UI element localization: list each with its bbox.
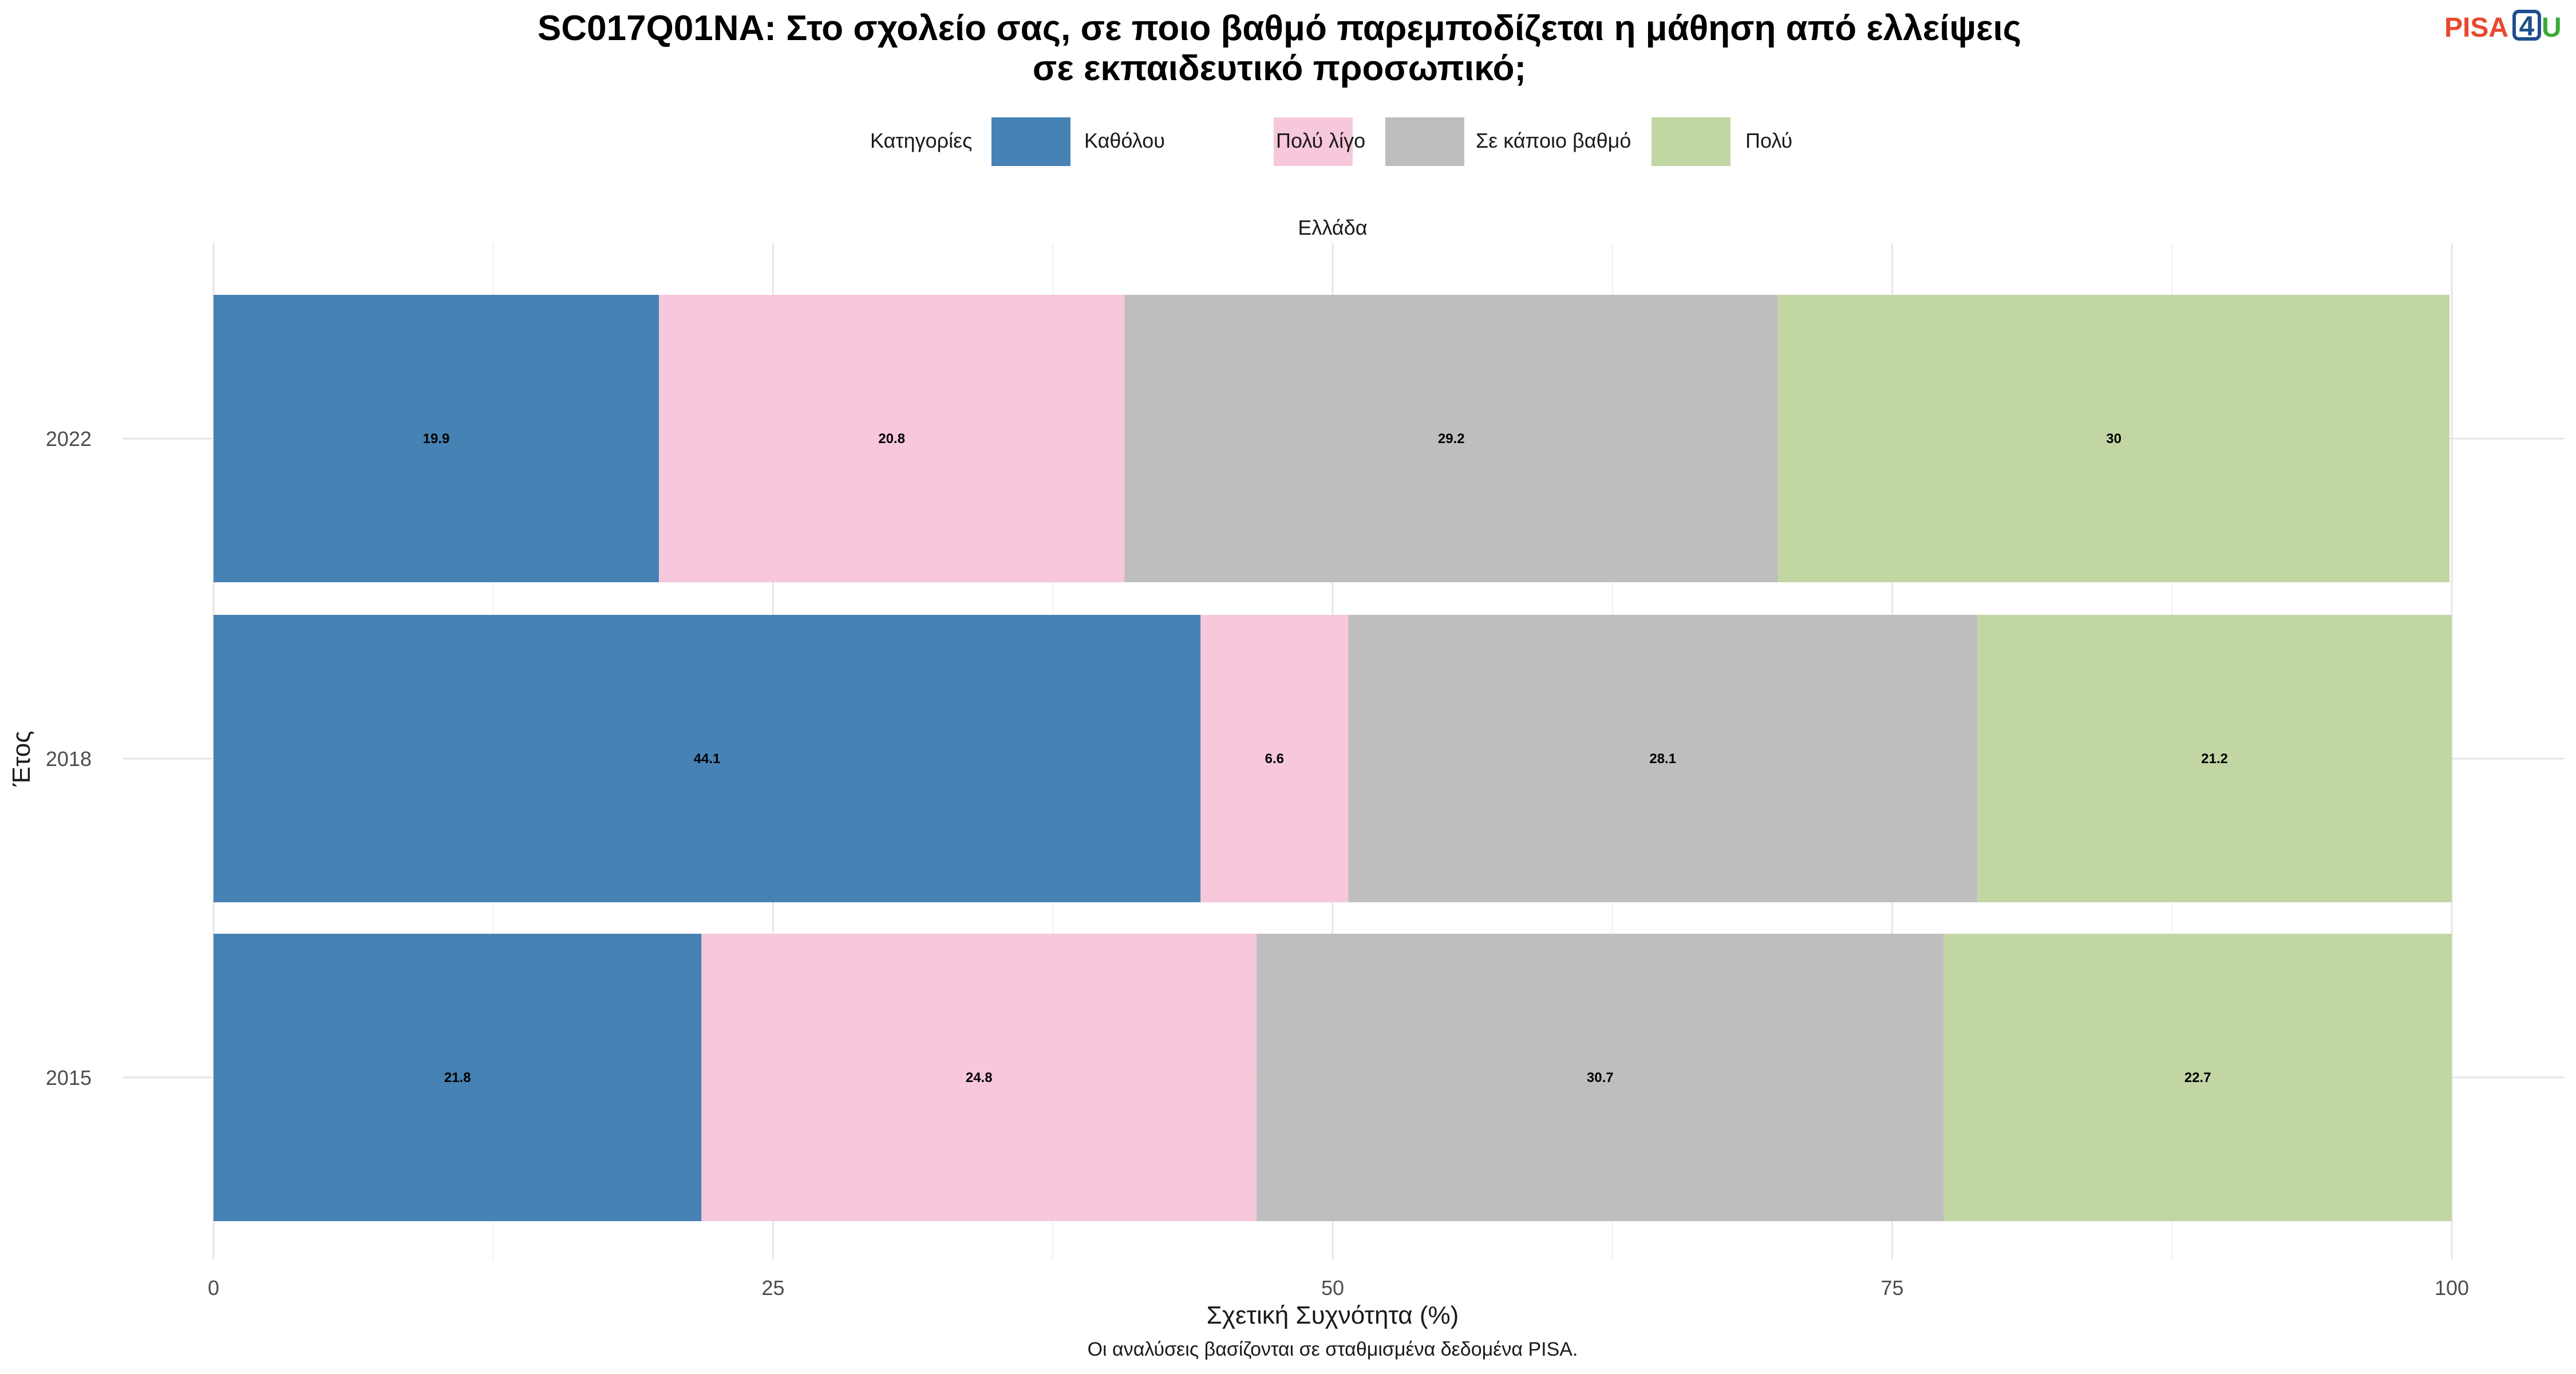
legend: Κατηγορίες Καθόλου Πολύ λίγο Σε κάποιο βαθ… <box>870 117 1792 166</box>
x-tick-labels: 0 25 50 75 100 <box>208 1276 2469 1300</box>
value-labels: 19.9 20.8 29.2 30 44.1 6.6 28.1 21.2 21.8 24.8 30.… <box>423 431 2228 1085</box>
logo-text-4: 4 <box>2519 11 2535 42</box>
value-label-2022-σε-κάποιο-βαθμό: 29.2 <box>1438 431 1465 447</box>
legend-key-σε-κάποιο-βαθμό <box>1385 117 1464 166</box>
legend-label-πολύ: Πολύ <box>1745 129 1792 152</box>
x-tick-label-0: 0 <box>208 1276 219 1300</box>
x-axis-title: Σχετική Συχνότητα (%) <box>1207 1301 1459 1329</box>
y-tick-label-2015: 2015 <box>46 1066 92 1089</box>
y-axis-title: Έτος <box>7 731 35 787</box>
y-tick-labels: 2022 2018 2015 <box>46 427 92 1089</box>
x-tick-label-75: 75 <box>1880 1276 1903 1300</box>
legend-key-καθόλου <box>991 117 1070 166</box>
legend-label-πολύ-λίγο: Πολύ λίγο <box>1276 129 1365 152</box>
value-label-2015-καθόλου: 21.8 <box>444 1070 471 1085</box>
chart-title-line-2: σε εκπαιδευτικό προσωπικό; <box>1033 49 1526 88</box>
value-label-2015-πολύ: 22.7 <box>2184 1070 2211 1085</box>
value-label-2018-πολύ: 21.2 <box>2201 751 2228 767</box>
bar-2015-πολύ <box>1943 934 2452 1221</box>
bar-2018-σε-κάποιο-βαθμό <box>1348 615 1978 902</box>
bar-2015-πολύ-λίγο <box>701 934 1257 1221</box>
value-label-2015-πολύ-λίγο: 24.8 <box>966 1070 993 1085</box>
chart-title-line-1: SC017Q01NA: Στο σχολείο σας, σε ποιο βαθ… <box>538 9 2021 48</box>
bar-2022-πολύ <box>1778 295 2450 582</box>
bar-2018-πολύ-λίγο <box>1200 615 1349 902</box>
value-label-2022-πολύ: 30 <box>2106 431 2121 447</box>
value-label-2018-σε-κάποιο-βαθμό: 28.1 <box>1649 751 1676 767</box>
logo-box <box>2512 10 2541 41</box>
bar-2022-σε-κάποιο-βαθμό <box>1124 295 1779 582</box>
bar-2022-καθόλου <box>214 295 659 582</box>
legend-title: Κατηγορίες <box>870 129 973 152</box>
legend-label-σε-κάποιο-βαθμό: Σε κάποιο βαθμό <box>1476 129 1631 152</box>
bars <box>214 295 2452 1221</box>
bar-2015-καθόλου <box>214 934 702 1221</box>
caption: Οι αναλύσεις βασίζονται σε σταθμισμένα δ… <box>1088 1339 1578 1360</box>
y-tick-label-2018: 2018 <box>46 747 92 771</box>
x-tick-label-25: 25 <box>761 1276 784 1300</box>
value-label-2015-σε-κάποιο-βαθμό: 30.7 <box>1587 1070 1614 1085</box>
value-label-2018-καθόλου: 44.1 <box>694 751 721 767</box>
value-label-2022-καθόλου: 19.9 <box>423 431 450 447</box>
value-label-2022-πολύ-λίγο: 20.8 <box>878 431 905 447</box>
value-label-2018-πολύ-λίγο: 6.6 <box>1265 751 1284 767</box>
legend-label-καθόλου: Καθόλου <box>1084 129 1165 152</box>
x-tick-label-100: 100 <box>2435 1276 2469 1300</box>
bar-2015-σε-κάποιο-βαθμό <box>1257 934 1944 1221</box>
logo-text-u: U <box>2542 13 2562 43</box>
bar-2022-πολύ-λίγο <box>659 295 1125 582</box>
y-tick-label-2022: 2022 <box>46 427 92 451</box>
legend-key-πολύ-λίγο <box>1274 117 1353 166</box>
pisa4u-logo: PISA 4 U <box>2444 10 2562 43</box>
bar-2018-πολύ <box>1977 615 2452 902</box>
bar-2018-καθόλου <box>214 615 1201 902</box>
x-tick-label-50: 50 <box>1321 1276 1344 1300</box>
logo-text-pisa: PISA <box>2444 13 2508 43</box>
facet-label: Ελλάδα <box>1298 216 1367 239</box>
legend-key-πολύ <box>1652 117 1730 166</box>
